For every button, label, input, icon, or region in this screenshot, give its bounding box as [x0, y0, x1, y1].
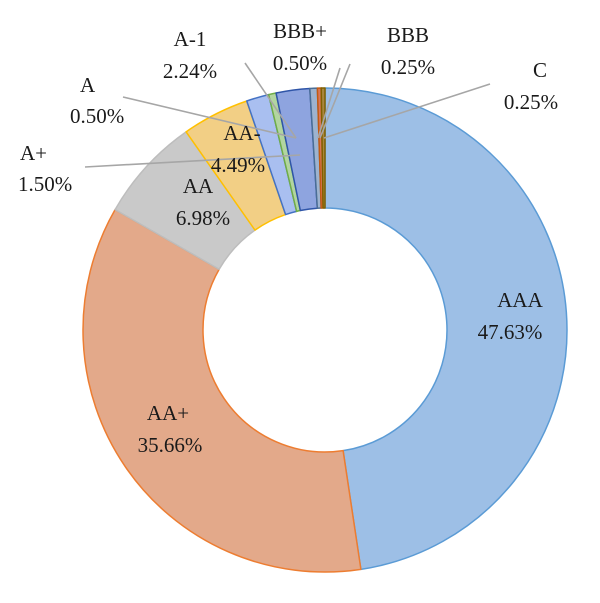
slice-value-a-1: 2.24%: [163, 59, 217, 83]
leader-line-a-plus: [84, 154, 301, 168]
slice-label-aa-minus: AA-: [223, 121, 260, 145]
slice-value-c: 0.25%: [504, 90, 558, 114]
slice-labels: AAA 47.63% AA+ 35.66% AA 6.98% AA- 4.49% A+ 1.50%…: [18, 19, 558, 457]
slice-label-bbb: BBB: [387, 23, 429, 47]
leader-line-c: [323, 83, 491, 139]
slice-value-bbb-plus: 0.50%: [273, 51, 327, 75]
donut-slices: [82, 87, 568, 573]
slice-label-c: C: [533, 58, 547, 82]
leader-line-a-1: [244, 62, 297, 139]
slice-value-a: 0.50%: [70, 104, 124, 128]
slice-value-bbb: 0.25%: [381, 55, 435, 79]
slice-label-aa: AA: [183, 174, 214, 198]
slice-label-a-1: A-1: [174, 27, 207, 51]
slice-label-aaa: AAA: [497, 288, 543, 312]
slice-label-aa-plus: AA+: [147, 401, 189, 425]
leader-line-bbb: [319, 63, 351, 139]
leader-lines: [84, 62, 491, 168]
slice-value-aa-plus: 35.66%: [138, 433, 203, 457]
slice-aa-plus: [82, 208, 362, 573]
slice-value-aaa: 47.63%: [478, 320, 543, 344]
slice-label-bbb-plus: BBB+: [273, 19, 327, 43]
leader-line-bbb-plus: [317, 67, 341, 139]
slice-value-a-plus: 1.50%: [18, 172, 72, 196]
slice-label-a-plus: A+: [20, 141, 47, 165]
slice-label-a: A: [80, 73, 96, 97]
slice-aaa: [324, 87, 568, 571]
slice-value-aa: 6.98%: [176, 206, 230, 230]
slice-value-aa-minus: 4.49%: [211, 153, 265, 177]
leader-line-a: [122, 96, 297, 139]
